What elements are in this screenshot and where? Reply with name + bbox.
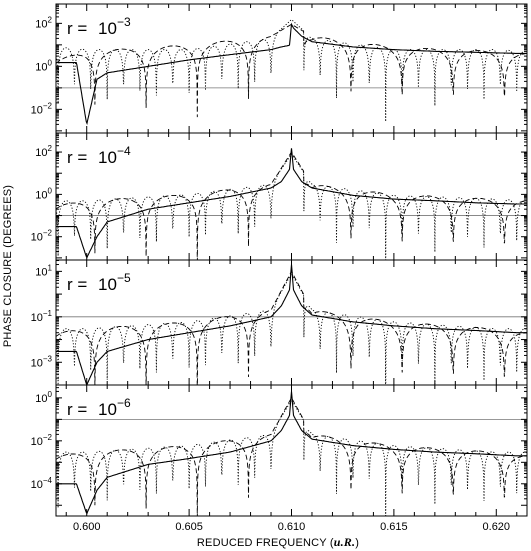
y-tick-label: 102: [35, 15, 52, 30]
r-label-base: 10: [98, 400, 117, 419]
y-tick-label: 10−2: [31, 101, 53, 116]
y-tick-label-exp: 1: [48, 263, 53, 272]
series-solid: [56, 148, 527, 259]
x-tick-label: 0.615: [380, 521, 408, 533]
x-axis-label-close: ): [355, 537, 359, 549]
y-tick-label-exp: 2: [48, 15, 53, 24]
y-tick-label: 102: [35, 144, 52, 159]
panel-r-label: r = 10−5: [67, 271, 131, 294]
series-dashed: [56, 151, 527, 260]
series-dashed: [56, 397, 527, 516]
y-tick-label-base: 10: [35, 147, 47, 159]
r-label-base: 10: [98, 275, 117, 294]
y-tick-label: 10−4: [31, 476, 53, 491]
y-tick-label-base: 10: [31, 479, 43, 491]
curves-group: [56, 19, 527, 126]
series-dashed: [56, 23, 527, 118]
series-dotted: [56, 272, 527, 385]
curves-group: [56, 148, 527, 260]
y-tick-label-base: 10: [35, 266, 47, 278]
y-axis-label: PHASE CLOSURE (DEGREES): [2, 185, 14, 347]
y-tick-label-base: 10: [31, 104, 43, 116]
series-dotted: [56, 19, 527, 122]
y-tick-label-exp: 0: [48, 58, 53, 67]
r-label-prefix: r =: [67, 19, 92, 38]
y-tick-label-base: 10: [35, 61, 47, 73]
y-tick-label-exp: −1: [43, 309, 53, 318]
y-tick-label-exp: −4: [43, 476, 53, 485]
r-label-prefix: r =: [67, 400, 92, 419]
y-tick-label: 100: [35, 186, 52, 201]
r-label-prefix: r =: [67, 148, 92, 167]
y-tick-label: 10−2: [31, 433, 53, 448]
y-tick-label: 100: [35, 58, 52, 73]
y-tick-label-base: 10: [35, 393, 47, 405]
panel-r-label: r = 10−4: [67, 144, 131, 167]
x-axis-label-text: REDUCED FREQUENCY (: [197, 537, 334, 549]
y-tick-label-exp: 0: [48, 390, 53, 399]
y-tick-label-exp: −2: [43, 433, 53, 442]
panel-r-label: r = 10−3: [67, 15, 131, 38]
y-tick-label-exp: 2: [48, 144, 53, 153]
series-dotted: [56, 153, 527, 260]
y-tick-label: 10−2: [31, 229, 53, 244]
y-tick-label: 101: [35, 263, 52, 278]
r-label-exp: −3: [117, 15, 131, 29]
panel-r-label: r = 10−6: [67, 396, 131, 419]
y-tick-label-exp: −2: [43, 229, 53, 238]
r-label-exp: −5: [117, 271, 131, 285]
y-tick-label-base: 10: [35, 18, 47, 30]
r-label-prefix: r =: [67, 275, 92, 294]
series-dashed: [56, 270, 527, 385]
x-tick-label: 0.600: [73, 521, 101, 533]
r-label-exp: −4: [117, 144, 131, 158]
y-tick-label-base: 10: [31, 312, 43, 324]
y-tick-label: 100: [35, 390, 52, 405]
x-axis-label-unit: u.R.: [334, 535, 355, 549]
r-label-base: 10: [98, 148, 117, 167]
series-solid: [56, 22, 527, 126]
r-label-base: 10: [98, 19, 117, 38]
x-tick-label: 0.605: [175, 521, 203, 533]
y-tick-label: 10−1: [31, 309, 53, 324]
y-tick-label-base: 10: [35, 189, 47, 201]
x-axis-label: REDUCED FREQUENCY (u.R.): [197, 535, 359, 549]
y-tick-label-base: 10: [31, 436, 43, 448]
r-label-exp: −6: [117, 396, 131, 410]
series-dotted: [56, 399, 527, 516]
y-tick-label-exp: −2: [43, 101, 53, 110]
y-tick-label: 10−3: [31, 354, 53, 369]
x-tick-label: 0.620: [483, 521, 511, 533]
y-tick-label-base: 10: [31, 357, 43, 369]
y-tick-label-exp: −3: [43, 354, 53, 363]
y-tick-label-base: 10: [31, 232, 43, 244]
x-tick-label: 0.610: [278, 521, 306, 533]
curves-group: [56, 391, 527, 516]
y-tick-label-exp: 0: [48, 186, 53, 195]
